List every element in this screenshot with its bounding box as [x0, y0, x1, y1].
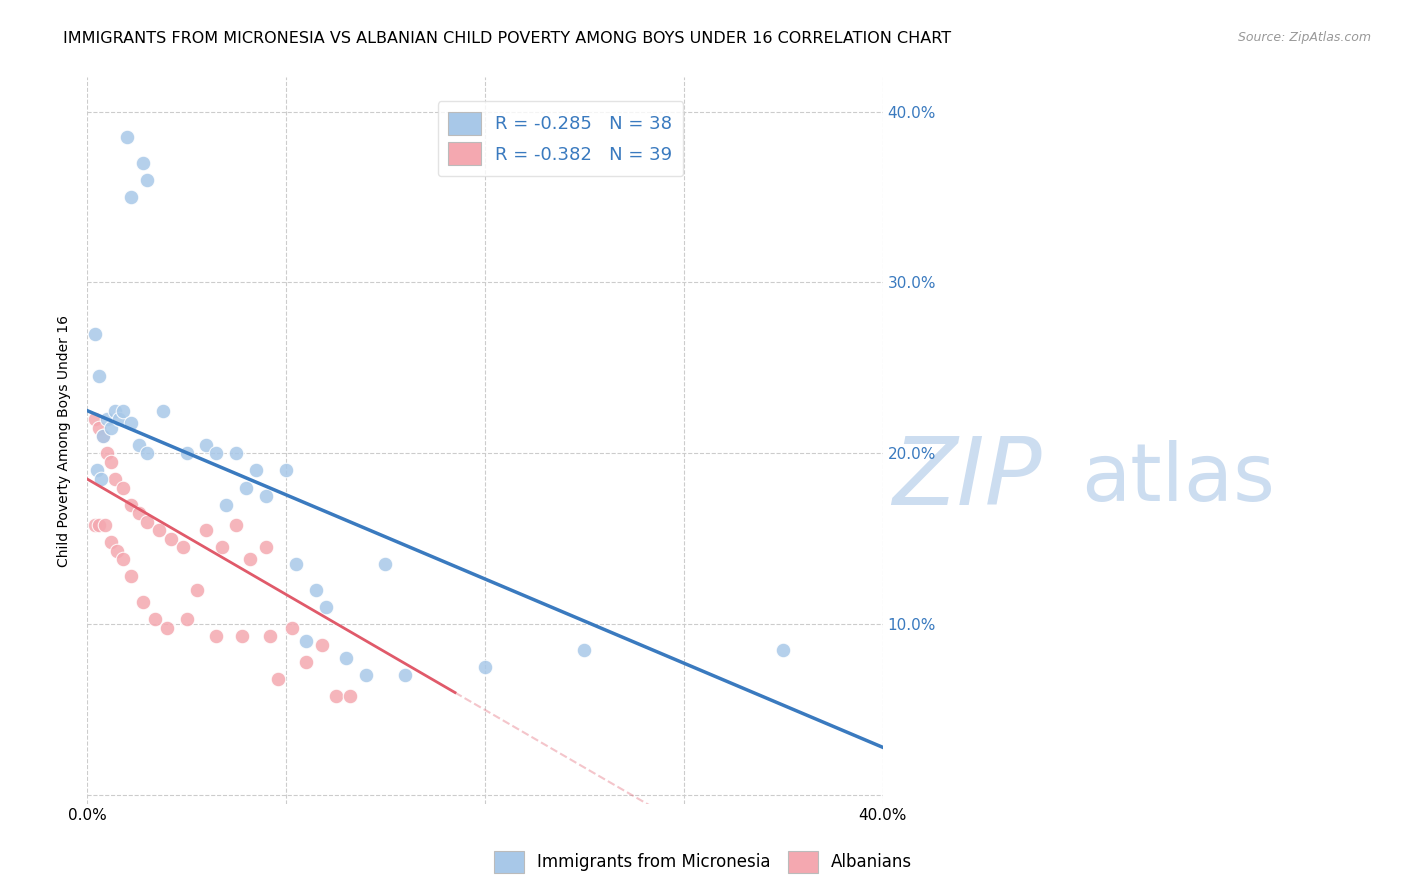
Point	[128, 438, 150, 452]
Point	[120, 190, 142, 204]
Point	[254, 541, 277, 555]
Point	[156, 621, 179, 635]
Point	[152, 403, 174, 417]
Point	[87, 369, 110, 384]
Point	[284, 558, 307, 572]
Point	[205, 629, 228, 643]
Text: Source: ZipAtlas.com: Source: ZipAtlas.com	[1237, 31, 1371, 45]
Point	[354, 668, 377, 682]
Point	[305, 582, 328, 597]
Point	[176, 446, 198, 460]
Point	[90, 472, 112, 486]
Point	[186, 582, 208, 597]
Point	[339, 689, 361, 703]
Point	[245, 463, 267, 477]
Point	[100, 455, 122, 469]
Point	[105, 543, 128, 558]
Point	[325, 689, 347, 703]
Point	[108, 412, 131, 426]
Point	[211, 541, 233, 555]
Point	[120, 498, 142, 512]
Point	[239, 552, 262, 566]
Point	[104, 403, 127, 417]
Point	[315, 600, 337, 615]
Point	[159, 532, 181, 546]
Point	[96, 446, 118, 460]
Point	[148, 523, 170, 537]
Point	[86, 463, 108, 477]
Point	[225, 518, 247, 533]
Point	[111, 552, 134, 566]
Point	[225, 446, 247, 460]
Point	[474, 660, 496, 674]
Point	[254, 489, 277, 503]
Point	[128, 506, 150, 520]
Point	[195, 438, 218, 452]
Point	[87, 518, 110, 533]
Point	[311, 638, 333, 652]
Point	[574, 643, 596, 657]
Point	[135, 446, 157, 460]
Point	[231, 629, 253, 643]
Point	[91, 429, 114, 443]
Legend: Immigrants from Micronesia, Albanians: Immigrants from Micronesia, Albanians	[488, 845, 918, 880]
Point	[772, 643, 794, 657]
Text: IMMIGRANTS FROM MICRONESIA VS ALBANIAN CHILD POVERTY AMONG BOYS UNDER 16 CORRELA: IMMIGRANTS FROM MICRONESIA VS ALBANIAN C…	[63, 31, 952, 46]
Point	[205, 446, 228, 460]
Point	[267, 672, 290, 686]
Point	[132, 156, 155, 170]
Point	[135, 515, 157, 529]
Point	[281, 621, 304, 635]
Point	[274, 463, 297, 477]
Point	[100, 421, 122, 435]
Y-axis label: Child Poverty Among Boys Under 16: Child Poverty Among Boys Under 16	[58, 315, 72, 566]
Point	[235, 481, 257, 495]
Text: atlas: atlas	[1081, 440, 1275, 518]
Point	[94, 518, 117, 533]
Point	[295, 655, 318, 669]
Point	[111, 481, 134, 495]
Text: ZIP: ZIP	[891, 434, 1042, 524]
Point	[172, 541, 194, 555]
Point	[91, 429, 114, 443]
Point	[132, 595, 155, 609]
Point	[84, 412, 107, 426]
Point	[120, 569, 142, 583]
Legend: R = -0.285   N = 38, R = -0.382   N = 39: R = -0.285 N = 38, R = -0.382 N = 39	[437, 101, 683, 177]
Point	[295, 634, 318, 648]
Point	[111, 403, 134, 417]
Point	[135, 173, 157, 187]
Point	[87, 421, 110, 435]
Point	[394, 668, 416, 682]
Point	[259, 629, 281, 643]
Point	[115, 130, 138, 145]
Point	[374, 558, 396, 572]
Point	[215, 498, 238, 512]
Point	[84, 518, 107, 533]
Point	[96, 412, 118, 426]
Point	[120, 416, 142, 430]
Point	[176, 612, 198, 626]
Point	[335, 651, 357, 665]
Point	[195, 523, 218, 537]
Point	[100, 535, 122, 549]
Point	[143, 612, 166, 626]
Point	[104, 472, 127, 486]
Point	[84, 326, 107, 341]
